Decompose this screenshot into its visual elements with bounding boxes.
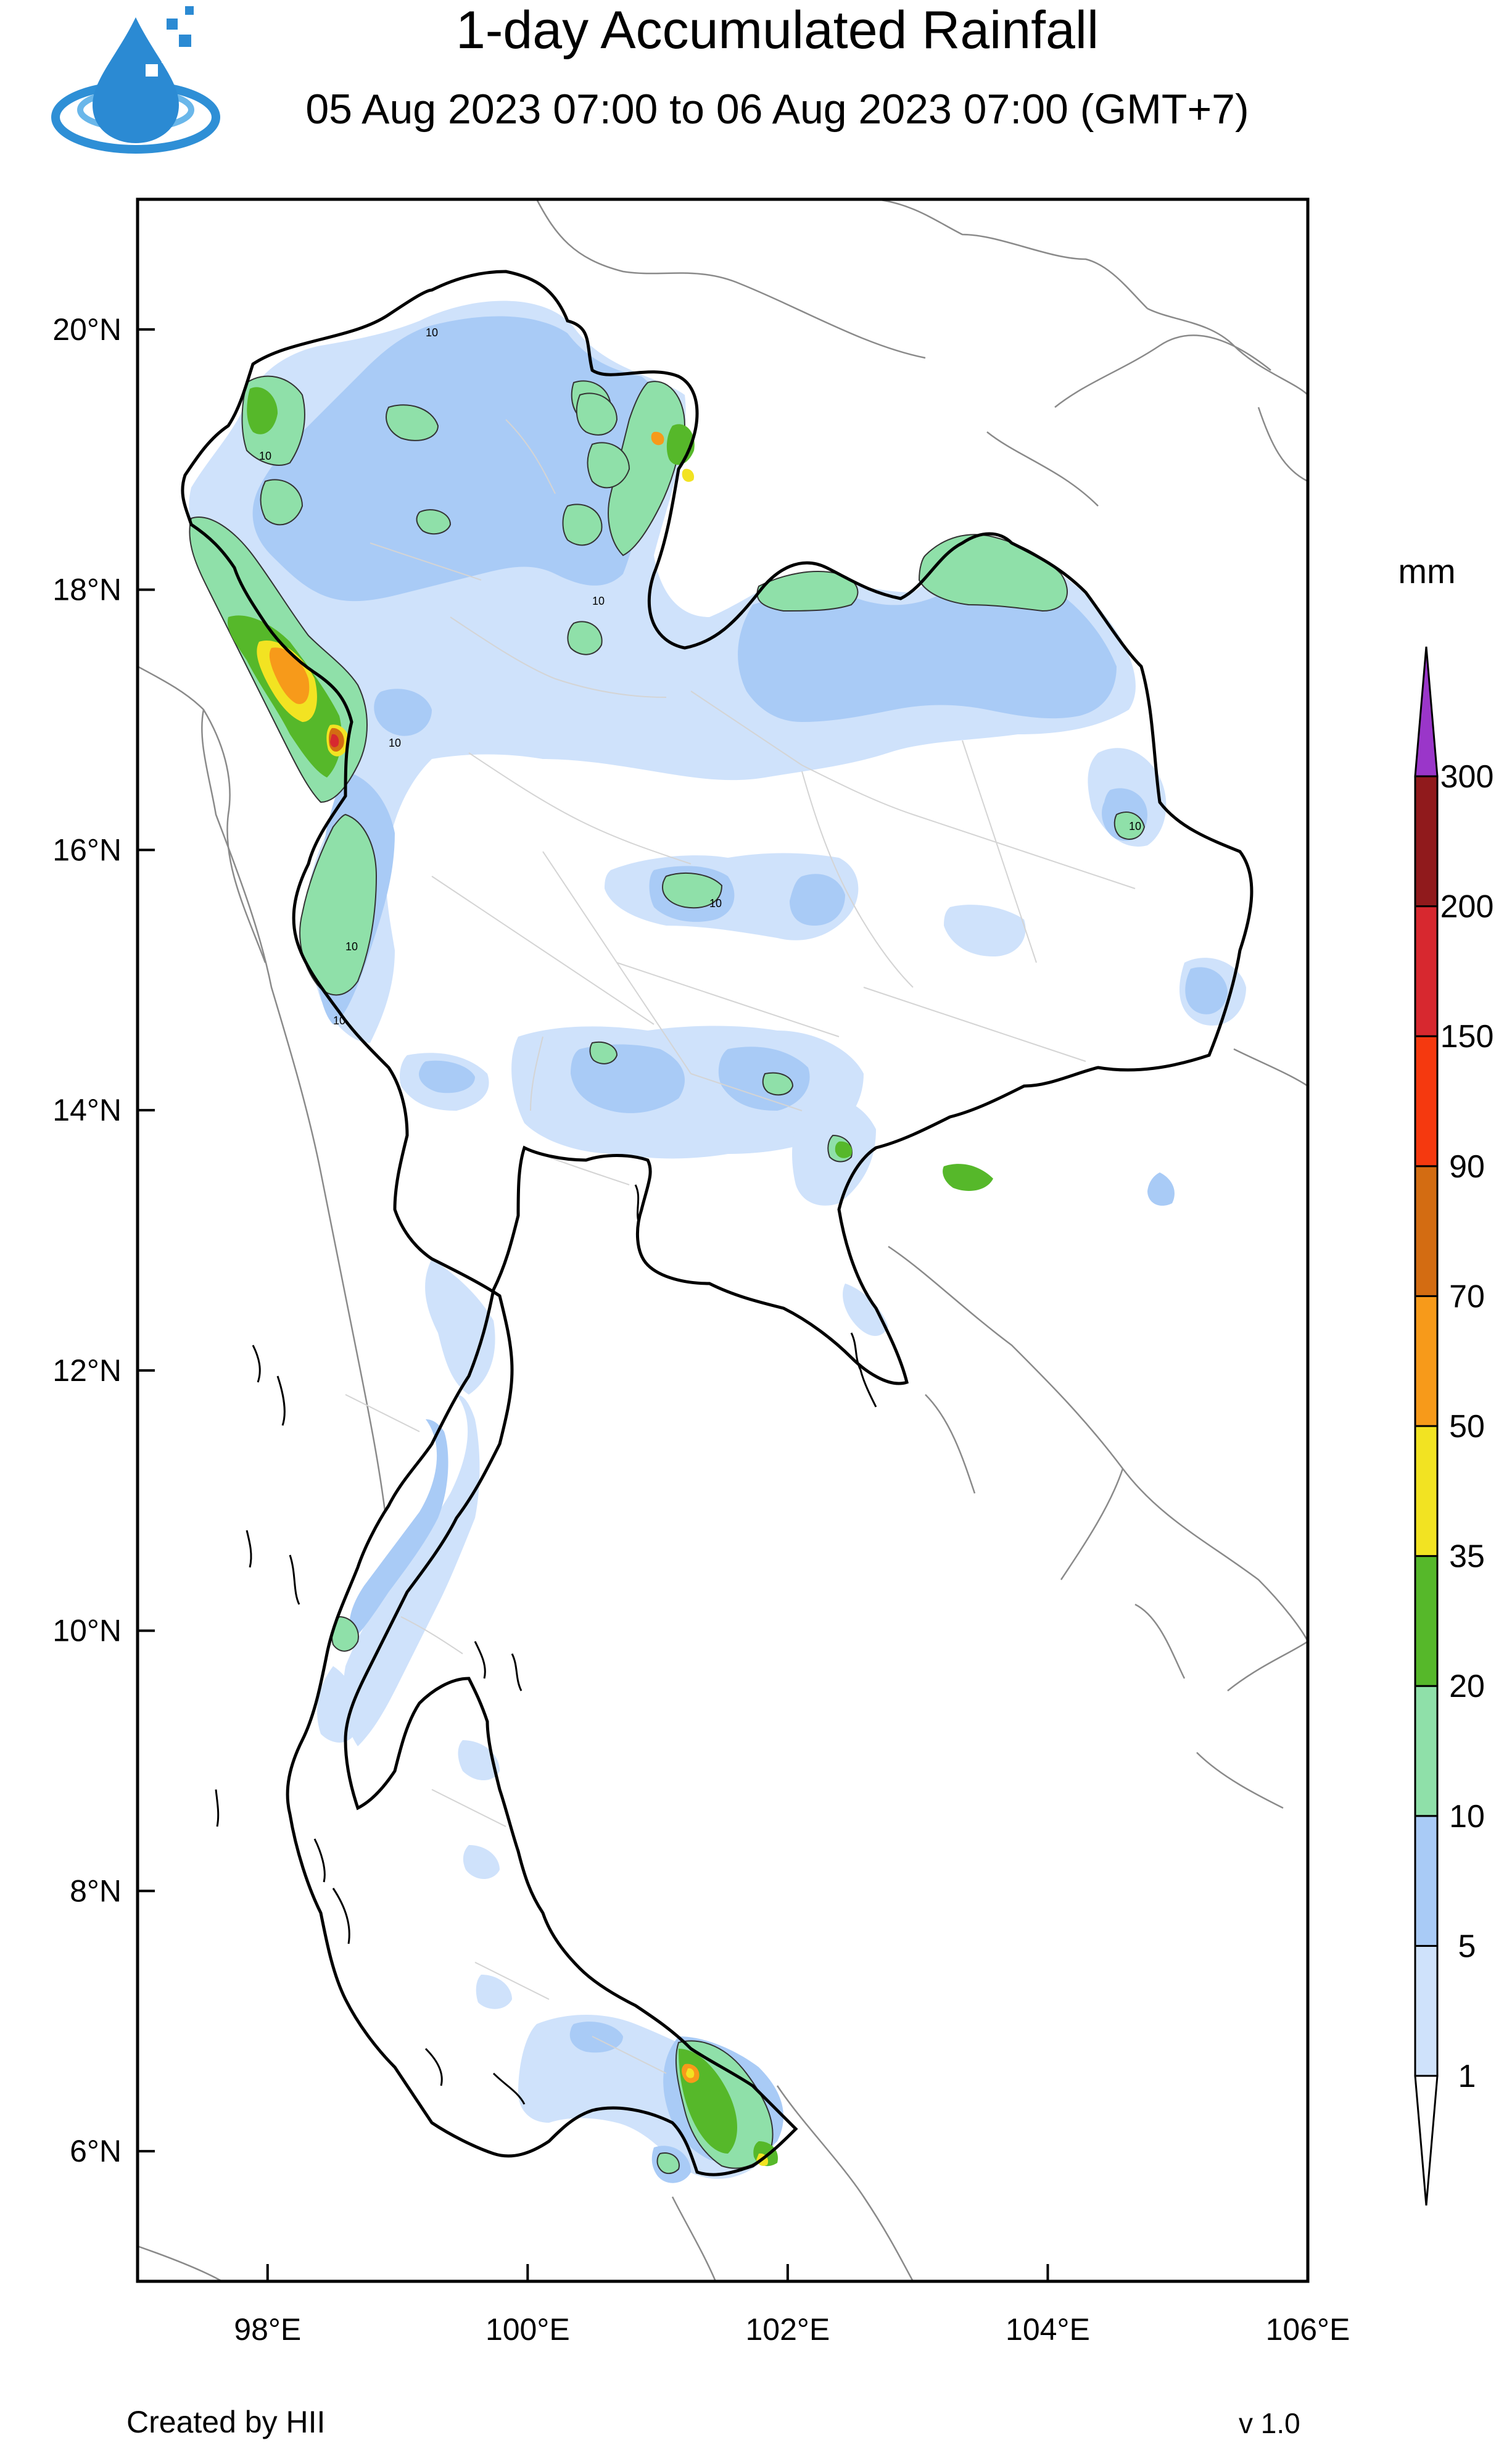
legend-upper-arrow bbox=[1414, 646, 1439, 778]
legend-lower-arrow bbox=[1414, 2075, 1439, 2206]
contour-label: 10 bbox=[1129, 820, 1141, 832]
legend-level-label: 200 bbox=[1440, 889, 1494, 925]
legend-level-label: 300 bbox=[1440, 759, 1494, 795]
legend-swatch bbox=[1414, 1295, 1439, 1427]
legend-level-label: 90 bbox=[1449, 1149, 1485, 1185]
legend-swatch bbox=[1414, 1165, 1439, 1297]
legend-level-label: 10 bbox=[1449, 1799, 1485, 1835]
legend-swatch bbox=[1414, 1944, 1439, 2077]
lat-tick-label: 16°N bbox=[52, 832, 122, 867]
contour-labels: 10 10 10 10 10 10 10 10 bbox=[259, 326, 1141, 1027]
legend-level-label: 5 bbox=[1458, 1928, 1476, 1964]
lat-tick-label: 14°N bbox=[52, 1093, 122, 1127]
map-title: 1-day Accumulated Rainfall bbox=[455, 1, 1099, 60]
province-borders bbox=[345, 419, 1136, 2074]
map-canvas bbox=[138, 199, 1308, 2281]
legend-swatch bbox=[1414, 1425, 1439, 1557]
lat-tick-label: 6°N bbox=[70, 2134, 122, 2168]
version-text: v 1.0 bbox=[1239, 2407, 1300, 2439]
legend-level-label: 35 bbox=[1449, 1539, 1485, 1575]
legend-swatch bbox=[1414, 1815, 1439, 1947]
lat-tick-label: 12°N bbox=[52, 1353, 122, 1388]
contour-label: 10 bbox=[426, 326, 438, 339]
contour-label: 10 bbox=[259, 450, 271, 462]
map-subtitle: 05 Aug 2023 07:00 to 06 Aug 2023 07:00 (… bbox=[305, 86, 1249, 133]
contour-label: 10 bbox=[709, 897, 722, 910]
legend-level-label: 20 bbox=[1449, 1669, 1485, 1704]
legend-swatch bbox=[1414, 775, 1439, 908]
contour-label: 10 bbox=[345, 940, 358, 953]
neighbour-borders bbox=[138, 199, 1308, 2281]
thailand-border-stroke bbox=[181, 270, 1254, 2176]
credit-text: Created by HII bbox=[126, 2405, 326, 2439]
lat-tick-label: 10°N bbox=[52, 1614, 122, 1648]
lon-tick-label: 98°E bbox=[234, 2312, 301, 2347]
lon-tick-label: 104°E bbox=[1006, 2312, 1090, 2347]
legend-swatch bbox=[1414, 1035, 1439, 1168]
color-legend: 1 5 10 20 35 50 70 90 150 200 300 bbox=[1414, 646, 1494, 2206]
lon-tick-label: 100°E bbox=[485, 2312, 570, 2347]
legend-unit: mm bbox=[1398, 552, 1455, 591]
lon-tick-label: 106°E bbox=[1266, 2312, 1350, 2347]
hii-water-drop-logo bbox=[51, 6, 220, 154]
lat-tick-label: 18°N bbox=[52, 573, 122, 607]
map-frame bbox=[136, 197, 1310, 2283]
lon-tick-label: 102°E bbox=[745, 2312, 830, 2347]
lat-tick-label: 8°N bbox=[70, 1873, 122, 1908]
contour-label: 10 bbox=[389, 737, 401, 749]
legend-level-label: 1 bbox=[1458, 2059, 1476, 2094]
legend-swatch bbox=[1414, 905, 1439, 1037]
legend-swatch bbox=[1414, 1555, 1439, 1687]
latitude-axis: 20°N 18°N 16°N 14°N 12°N 10°N 8°N 6°N bbox=[52, 312, 155, 2168]
legend-swatch bbox=[1414, 1685, 1439, 1817]
lat-tick-label: 20°N bbox=[52, 312, 122, 347]
legend-level-label: 70 bbox=[1449, 1279, 1485, 1314]
legend-level-label: 50 bbox=[1449, 1409, 1485, 1445]
contour-label: 10 bbox=[333, 1014, 345, 1027]
contour-label: 10 bbox=[592, 595, 605, 607]
legend-level-label: 150 bbox=[1440, 1019, 1494, 1055]
coastal-islands bbox=[215, 1184, 877, 2105]
longitude-axis: 98°E 100°E 102°E 104°E 106°E bbox=[234, 2264, 1350, 2347]
